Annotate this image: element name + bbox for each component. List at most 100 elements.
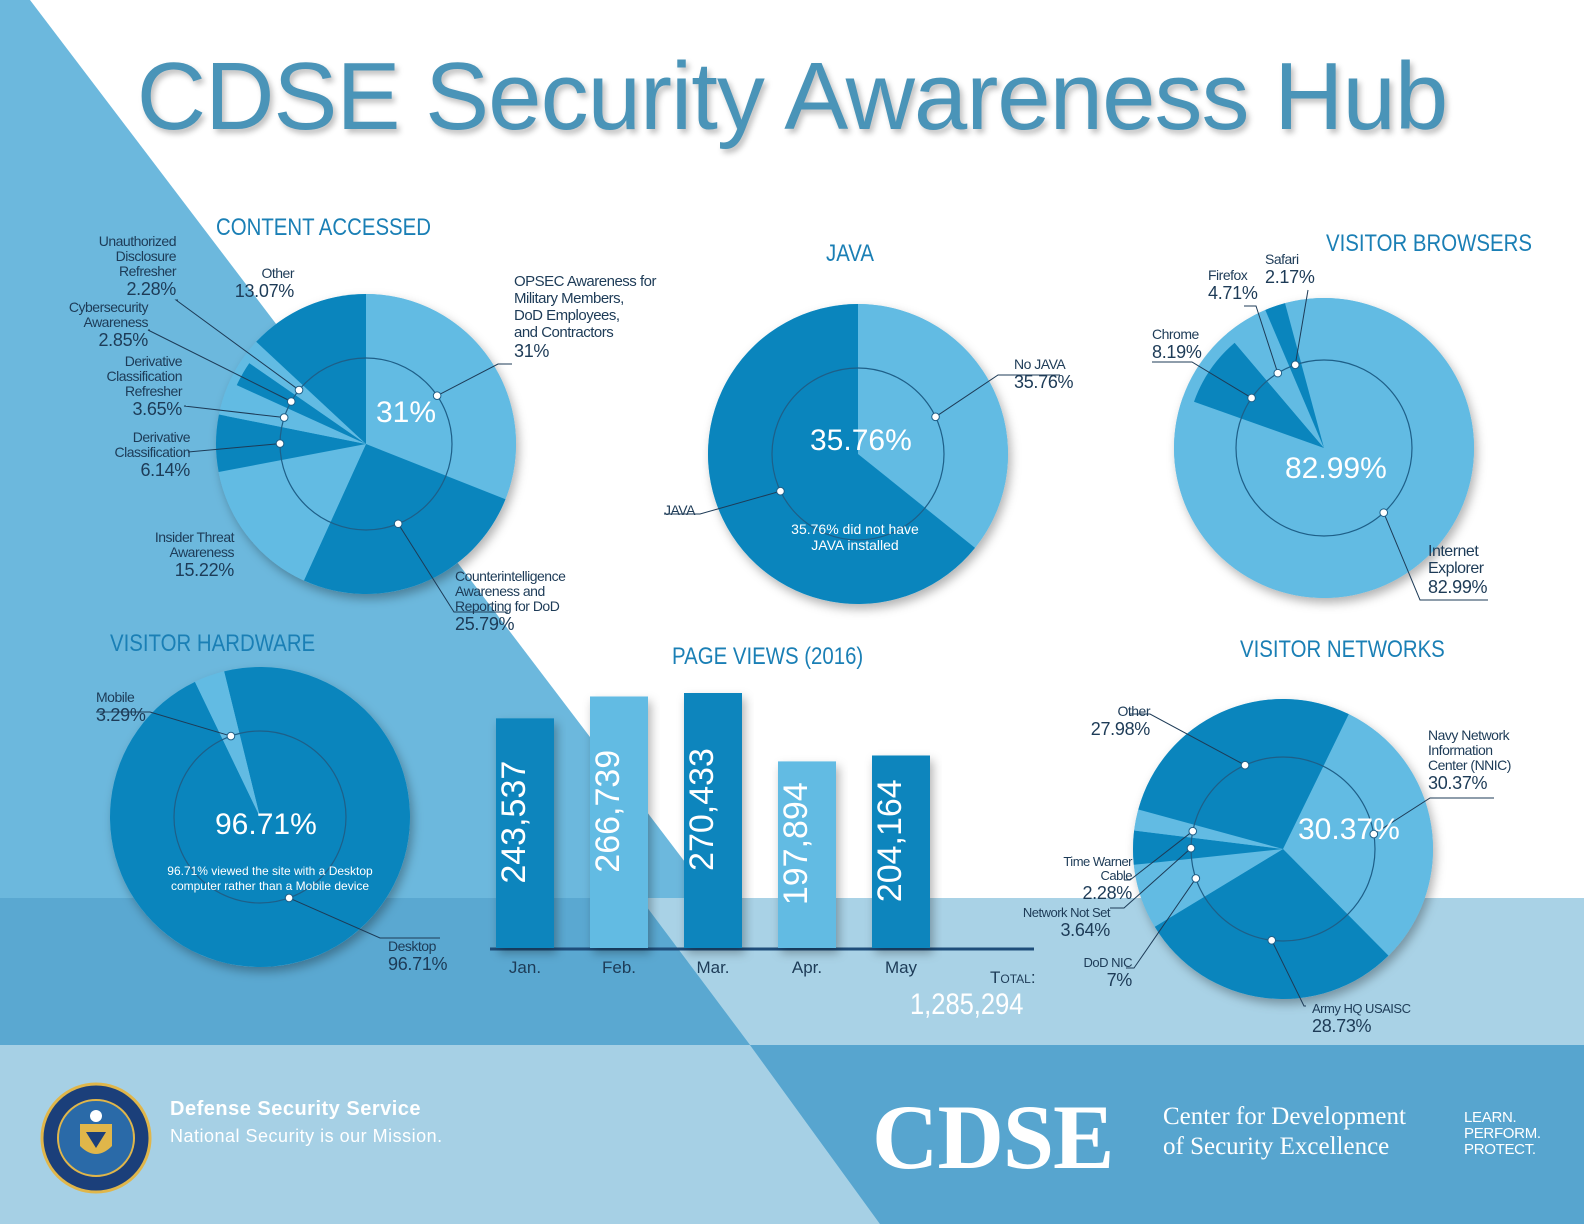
footer-right <box>750 1045 1584 1224</box>
bar-3 <box>778 761 836 948</box>
pie-content-accessed-leader-1 <box>397 523 508 613</box>
pie-content-accessed-leader-5 <box>147 329 292 402</box>
cdse-tagline: LEARN. PERFORM. PROTECT. <box>1464 1109 1541 1158</box>
pie-visitor-hardware-leader-dot-0 <box>284 893 294 903</box>
pie-visitor-networks-leader-3 <box>1110 847 1192 909</box>
pie-visitor-hardware-slice-1 <box>194 671 260 817</box>
page-title: CDSE Security Awareness Hub <box>136 43 1448 150</box>
pie-content-accessed-slice-4 <box>226 385 366 444</box>
bar-category-label-2: Mar. <box>696 958 729 977</box>
section-title-page-views: PAGE VIEWS (2016) <box>672 643 864 670</box>
label-safari: Safari 2.17% <box>1265 251 1315 288</box>
bar-category-label-1: Feb. <box>602 958 636 977</box>
pie-content-accessed-leader-dot-6 <box>294 385 304 395</box>
dss-seal-logo <box>40 1082 152 1194</box>
cdse-logo: CDSE <box>872 1086 1114 1188</box>
pie-visitor-browsers-leader-dot-2 <box>1273 368 1283 378</box>
pie-visitor-hardware-leader-dot-1 <box>226 731 236 741</box>
pie-visitor-hardware-slice-0 <box>110 666 411 967</box>
label-java: JAVA <box>664 502 695 518</box>
bar-value-label-1: 266,739 <box>589 750 627 873</box>
bar-value-label-0: 243,537 <box>495 761 533 884</box>
bar-category-label-0: Jan. <box>509 958 541 977</box>
pie-visitor-networks-leader-4 <box>1124 830 1194 881</box>
pie-visitor-browsers-inner-ring <box>1235 359 1413 537</box>
label-no-java: No JAVA 35.76% <box>1014 356 1074 393</box>
pie-content-accessed-leader-dot-3 <box>275 439 285 448</box>
dss-tagline: National Security is our Mission. <box>170 1126 443 1146</box>
label-other: Other 13.07% <box>234 265 295 302</box>
pie-content-accessed-leader-4 <box>183 405 285 419</box>
section-title-content-accessed: CONTENT ACCESSED <box>216 214 431 241</box>
pie-visitor-networks-slice-2 <box>1133 849 1283 927</box>
java-center-value: 35.76% <box>810 424 912 457</box>
pie-visitor-networks <box>1133 699 1433 999</box>
pie-content-accessed-slice-2 <box>218 444 366 581</box>
pie-visitor-browsers-slice-2 <box>1226 309 1324 448</box>
label-chrome: Chrome 8.19% <box>1152 326 1202 363</box>
pie-content-accessed-leader-0 <box>436 363 512 397</box>
label-derivative-classification: Derivative Classification 6.14% <box>114 429 191 481</box>
label-unauthorized-disclosure: Unauthorized Disclosure Refresher 2.28% <box>98 233 177 300</box>
bar-value-label-4: 204,164 <box>871 779 909 902</box>
pie-visitor-networks-leader-dot-1 <box>1267 936 1277 945</box>
pie-visitor-networks-leader-0 <box>1373 797 1494 835</box>
pie-visitor-browsers <box>1174 297 1475 598</box>
java-note: 35.76% did not have JAVA installed <box>791 521 919 553</box>
pie-content-accessed-leader-3 <box>187 443 281 453</box>
label-insider-threat: Insider Threat Awareness 15.22% <box>154 529 235 581</box>
label-time-warner: Time Warner Cable 2.28% <box>1063 854 1132 904</box>
label-army-hq: Army HQ USAISC 28.73% <box>1312 1001 1411 1037</box>
label-opsec: OPSEC Awareness for Military Members, DoD … <box>514 273 656 361</box>
pie-visitor-browsers-leader-dot-0 <box>1379 508 1389 517</box>
section-title-visitor-browsers: VISITOR BROWSERS <box>1326 230 1532 257</box>
section-title-visitor-hardware: VISITOR HARDWARE <box>110 630 316 657</box>
pie-java-leader-dot-0 <box>931 412 940 422</box>
pie-content-accessed-slice-6 <box>249 347 366 444</box>
pie-java-inner-ring <box>771 367 945 541</box>
section-title-visitor-networks: VISITOR NETWORKS <box>1240 636 1445 663</box>
pie-content-accessed-leader-dot-0 <box>432 391 442 400</box>
pie-visitor-networks-leader-5 <box>1130 713 1246 766</box>
pie-content-accessed-leader-dot-5 <box>286 397 296 406</box>
pie-visitor-networks-slice-1 <box>1154 849 1389 999</box>
pie-visitor-browsers-slice-1 <box>1193 342 1324 448</box>
hardware-note: 96.71% viewed the site with a Desktop com… <box>167 864 373 893</box>
bar-0 <box>496 718 554 948</box>
dss-name: Defense Security Service <box>170 1098 422 1120</box>
network-center-value: 30.37% <box>1298 813 1400 846</box>
label-dod-nic: DoD NIC 7% <box>1083 955 1132 991</box>
pageviews-total-value: 1,285,294 <box>910 988 1024 1021</box>
label-cybersecurity: Cybersecurity Awareness 2.85% <box>68 299 149 351</box>
label-internet-explorer: Internet Explorer 82.99% <box>1428 543 1488 597</box>
pie-visitor-browsers-slice-3 <box>1265 303 1324 448</box>
footer-left <box>0 1045 880 1224</box>
pie-content-accessed-leader-dot-1 <box>393 519 403 529</box>
pie-visitor-networks-slice-3 <box>1133 830 1283 865</box>
pie-visitor-browsers-slice-0 <box>1174 297 1475 598</box>
label-network-other: Other 27.98% <box>1090 703 1151 740</box>
pie-visitor-hardware-leader-1 <box>96 711 232 737</box>
label-mobile: Mobile 3.29% <box>96 689 146 726</box>
pie-content-accessed <box>216 294 516 594</box>
label-firefox: Firefox 4.71% <box>1208 267 1258 304</box>
pie-java <box>708 304 1009 604</box>
pie-visitor-browsers-leader-3 <box>1294 289 1309 365</box>
pie-content-accessed-slice-1 <box>303 444 506 594</box>
pie-java-slice-1 <box>708 304 976 604</box>
section-title-java: JAVA <box>826 240 874 267</box>
pie-visitor-networks-leader-2 <box>1126 878 1197 969</box>
pie-content-accessed-slice-5 <box>236 363 366 444</box>
bar-category-label-3: Apr. <box>792 958 822 977</box>
pie-content-accessed-slice-3 <box>216 414 366 473</box>
pie-visitor-browsers-leader-dot-3 <box>1290 360 1300 370</box>
pie-visitor-networks-leader-dot-5 <box>1240 760 1250 770</box>
label-nnic: Navy Network Information Center (NNIC) 30.3… <box>1428 727 1511 794</box>
label-derivative-refresher: Derivative Classification Refresher 3.65% <box>106 353 183 420</box>
pie-visitor-networks-leader-dot-3 <box>1186 843 1196 853</box>
content-center-value: 31% <box>376 396 437 429</box>
pie-content-accessed-leader-6 <box>174 299 300 391</box>
pie-visitor-hardware <box>110 666 411 967</box>
bar-category-label-4: May <box>885 958 918 977</box>
hardware-center-value: 96.71% <box>215 808 317 841</box>
